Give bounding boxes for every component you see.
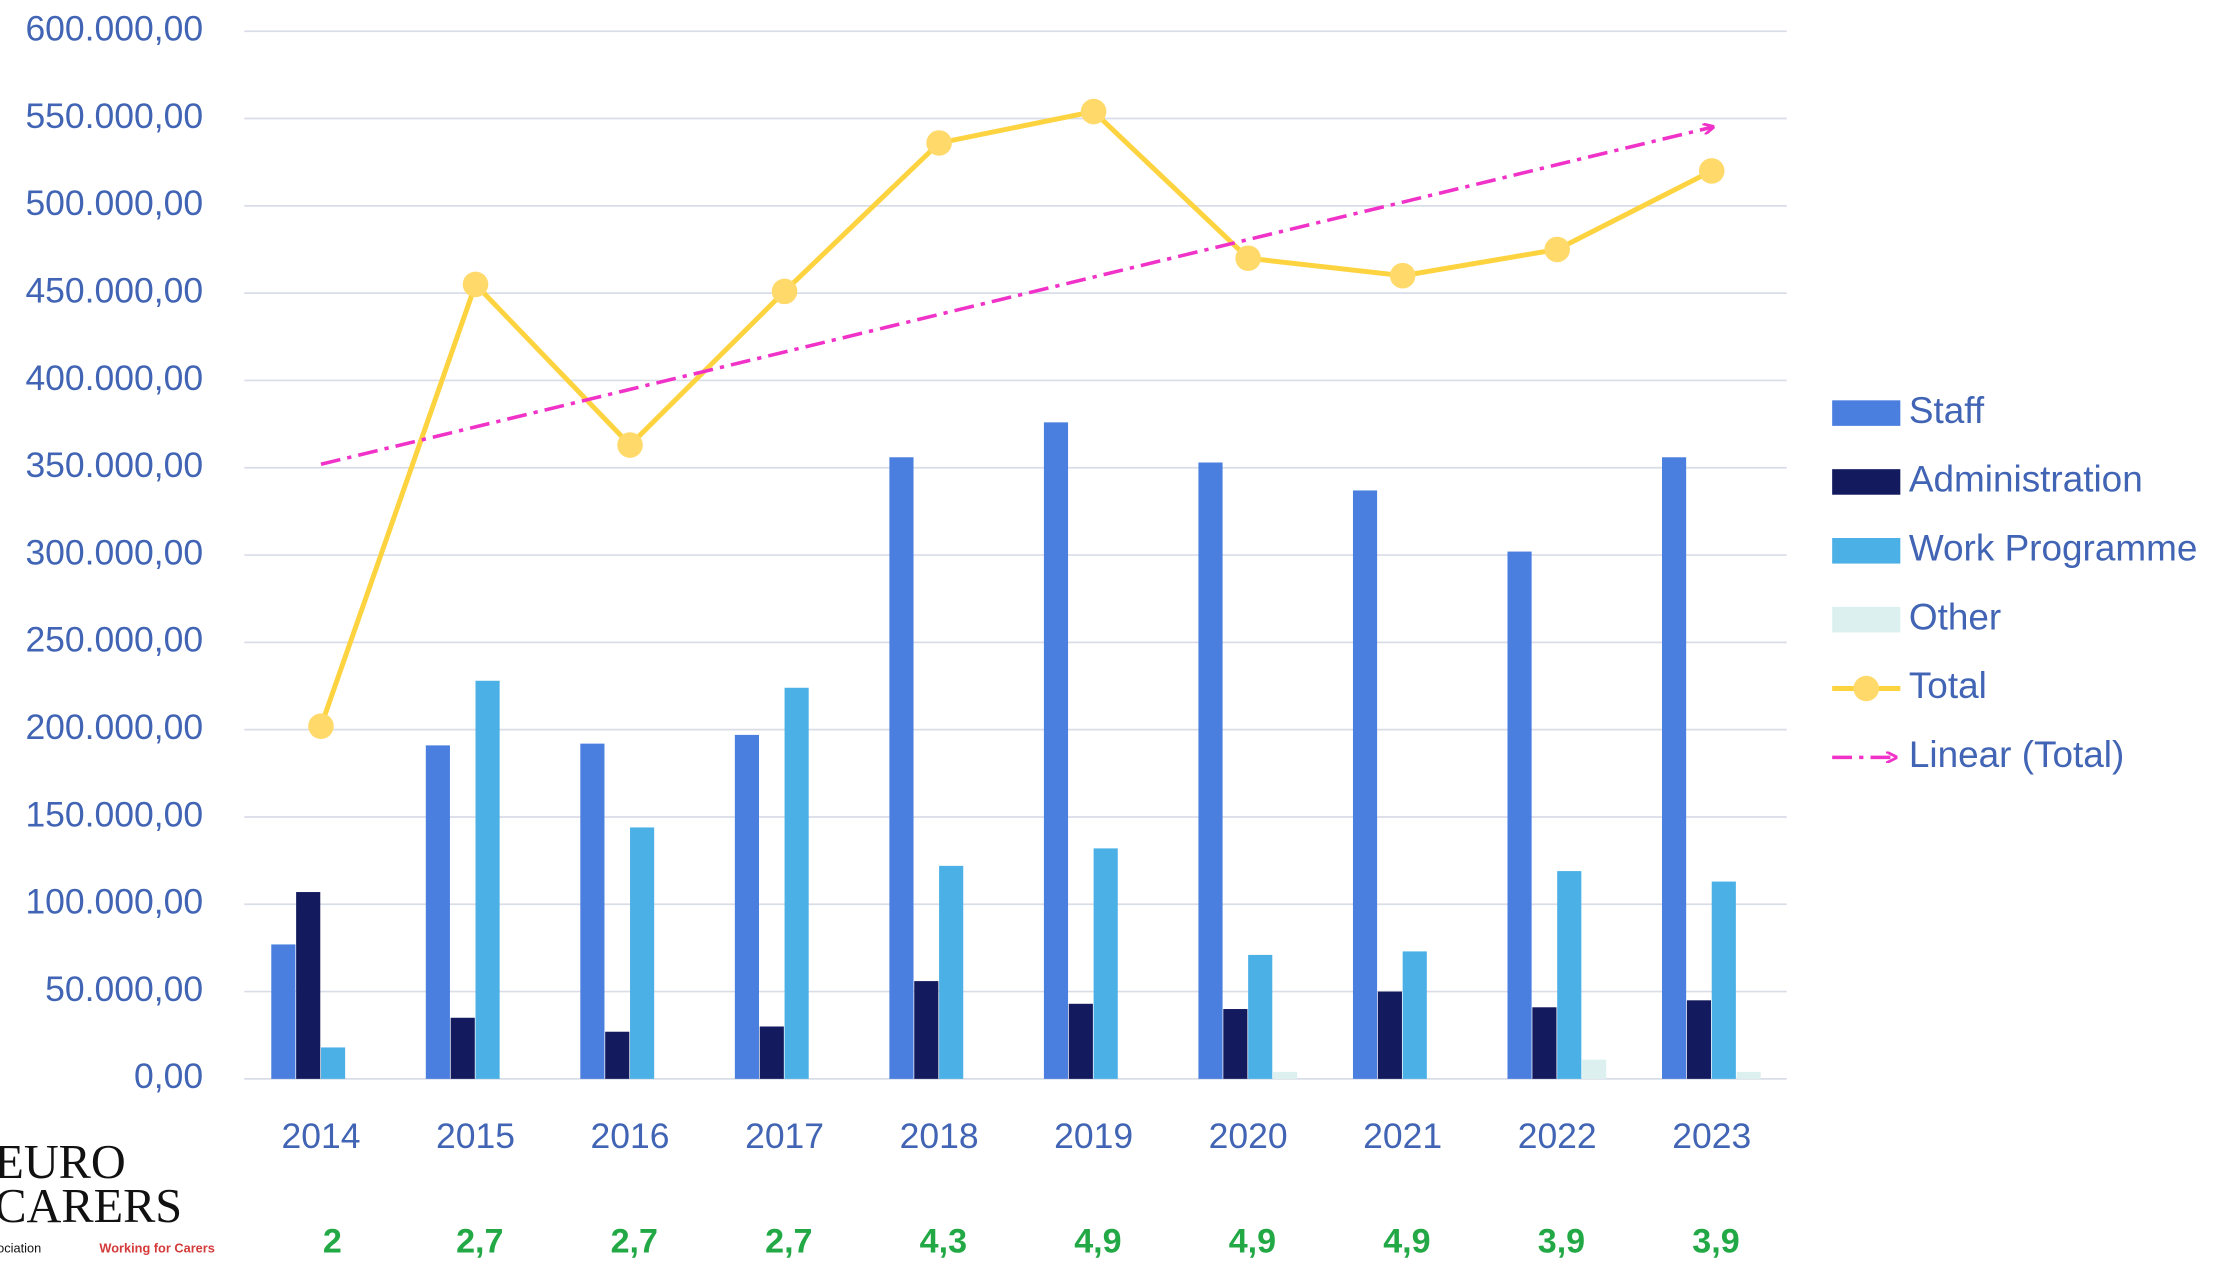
bar <box>1711 881 1736 1079</box>
y-tick-label: 500.000,00 <box>25 183 203 223</box>
legend-label: Other <box>1909 596 2001 637</box>
bar <box>1043 422 1069 1079</box>
bar <box>1352 490 1378 1079</box>
logo: EURO CARERS ociation Working for Carers <box>0 1136 215 1256</box>
bottom-label: 4,3 <box>920 1223 967 1261</box>
bar <box>1402 951 1427 1079</box>
x-tick-label: 2019 <box>1054 1116 1133 1156</box>
bar <box>1557 871 1582 1079</box>
legend-label: Staff <box>1909 390 1985 431</box>
total-marker <box>308 713 334 739</box>
bar <box>1377 991 1402 1079</box>
bar <box>939 865 964 1079</box>
x-tick-label: 2016 <box>591 1116 670 1156</box>
bar <box>1532 1007 1557 1079</box>
legend-label: Work Programme <box>1909 528 2198 569</box>
legend-label: Linear (Total) <box>1909 734 2124 775</box>
legend-label: Total <box>1909 665 1987 706</box>
bar <box>1093 848 1118 1079</box>
total-marker <box>926 130 952 156</box>
bar <box>889 457 914 1079</box>
bar <box>914 981 939 1079</box>
x-tick-label: 2014 <box>281 1116 360 1156</box>
bottom-label: 4,9 <box>1383 1223 1430 1261</box>
bar <box>1507 551 1532 1079</box>
bottom-label: 2 <box>323 1223 342 1261</box>
bar <box>1272 1071 1298 1079</box>
bar <box>734 734 759 1079</box>
x-tick-label: 2023 <box>1672 1116 1751 1156</box>
bar <box>450 1017 475 1079</box>
bar <box>1662 457 1687 1079</box>
bar <box>1248 954 1273 1079</box>
legend-swatch <box>1832 538 1901 564</box>
bar <box>1582 1059 1607 1079</box>
legend-swatch <box>1853 675 1880 702</box>
bar <box>296 892 321 1079</box>
total-marker <box>1698 158 1725 184</box>
x-tick-label: 2018 <box>900 1116 979 1156</box>
bar <box>630 827 655 1079</box>
legend-swatch <box>1832 469 1901 495</box>
bottom-label: 4,9 <box>1074 1223 1121 1261</box>
bottom-label: 3,9 <box>1692 1223 1739 1261</box>
x-tick-label: 2015 <box>436 1116 515 1156</box>
bar <box>1223 1009 1248 1079</box>
bottom-label: 2,7 <box>456 1223 503 1261</box>
total-marker <box>771 278 798 305</box>
bar <box>1198 462 1223 1079</box>
trend-line <box>320 127 1712 466</box>
logo-line: EURO <box>0 1136 126 1189</box>
legend-swatch <box>1832 400 1901 426</box>
legend-swatch <box>1832 606 1901 633</box>
total-marker <box>1080 98 1107 125</box>
total-marker <box>1544 236 1570 263</box>
logo-tagline: ociation <box>0 1241 41 1256</box>
total-marker <box>1389 262 1416 289</box>
total-marker <box>462 271 489 298</box>
bar <box>1068 1003 1093 1079</box>
bar <box>271 944 296 1079</box>
bar <box>580 743 605 1079</box>
x-tick-label: 2020 <box>1209 1116 1288 1156</box>
y-tick-label: 0,00 <box>134 1056 203 1096</box>
y-tick-label: 100.000,00 <box>25 882 203 922</box>
y-tick-label: 400.000,00 <box>25 358 203 398</box>
y-tick-label: 350.000,00 <box>25 445 203 485</box>
total-marker <box>617 432 643 458</box>
bar <box>320 1047 346 1079</box>
total-marker <box>1235 245 1261 271</box>
x-tick-label: 2017 <box>745 1116 824 1156</box>
y-tick-label: 450.000,00 <box>25 271 203 311</box>
bar <box>475 680 500 1079</box>
y-tick-label: 300.000,00 <box>25 532 203 572</box>
bottom-label: 2,7 <box>611 1223 658 1261</box>
y-tick-label: 250.000,00 <box>25 620 203 660</box>
legend-label: Administration <box>1909 459 2143 500</box>
x-tick-label: 2022 <box>1518 1116 1597 1156</box>
logo-tagline: Working for Carers <box>99 1241 214 1256</box>
bar <box>784 687 809 1079</box>
y-tick-label: 200.000,00 <box>25 707 203 747</box>
y-tick-label: 50.000,00 <box>45 969 203 1009</box>
y-tick-label: 600.000,00 <box>25 9 203 49</box>
bottom-label: 4,9 <box>1229 1223 1276 1261</box>
bar <box>1686 1000 1712 1079</box>
bottom-label: 2,7 <box>765 1223 812 1261</box>
bar <box>759 1026 784 1079</box>
y-tick-label: 550.000,00 <box>25 96 203 136</box>
bar <box>425 745 450 1079</box>
bar <box>605 1031 630 1079</box>
y-tick-label: 150.000,00 <box>25 794 203 834</box>
logo-line: CARERS <box>0 1180 182 1233</box>
bottom-label: 3,9 <box>1538 1223 1585 1261</box>
x-tick-label: 2021 <box>1363 1116 1442 1156</box>
total-line <box>318 108 1713 727</box>
bar <box>1736 1071 1761 1079</box>
